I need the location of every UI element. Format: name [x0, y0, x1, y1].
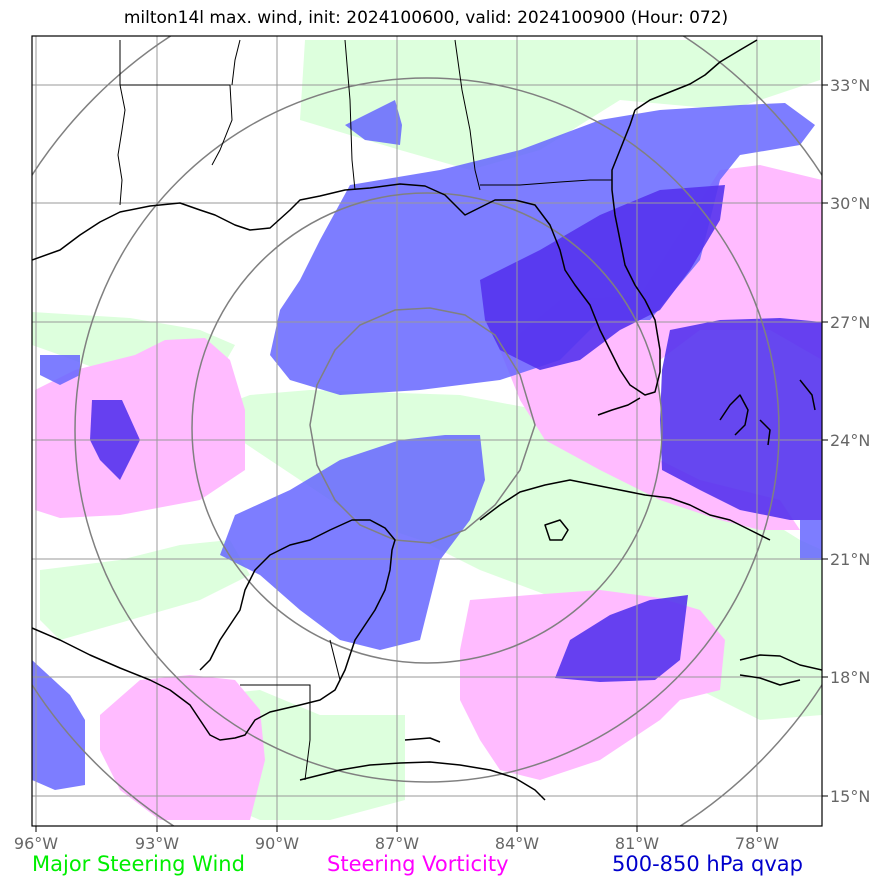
lat-label-15n: 15°N: [830, 787, 870, 806]
range-ring-inner: [309, 307, 536, 544]
graticule: [32, 36, 822, 826]
coastlines: [32, 39, 822, 801]
range-ring-middle: [191, 192, 663, 664]
lon-label-84w: 84°W: [495, 834, 539, 853]
lon-ticks: [35, 826, 758, 832]
lon-label-87w: 87°W: [375, 834, 419, 853]
lat-label-18n: 18°N: [830, 668, 870, 687]
lat-label-27n: 27°N: [830, 313, 870, 332]
political-borders: [117, 39, 612, 781]
lon-label-93w: 93°W: [135, 834, 179, 853]
legend-steering-vorticity: Steering Vorticity: [327, 852, 509, 876]
range-ring-outer: [74, 77, 780, 783]
lat-label-30n: 30°N: [830, 194, 870, 213]
lat-label-33n: 33°N: [830, 76, 870, 95]
lat-label-24n: 24°N: [830, 431, 870, 450]
lat-label-21n: 21°N: [830, 550, 870, 569]
map-frame: [31, 35, 823, 827]
map-title: milton14l max. wind, init: 2024100600, v…: [123, 8, 729, 28]
lat-ticks: [822, 84, 828, 797]
legend-qvap: 500-850 hPa qvap: [612, 852, 803, 876]
lon-label-96w: 96°W: [14, 834, 58, 853]
lon-label-81w: 81°W: [615, 834, 659, 853]
legend-steering-wind: Major Steering Wind: [32, 852, 245, 876]
lon-label-90w: 90°W: [255, 834, 299, 853]
lon-label-78w: 78°W: [735, 834, 779, 853]
